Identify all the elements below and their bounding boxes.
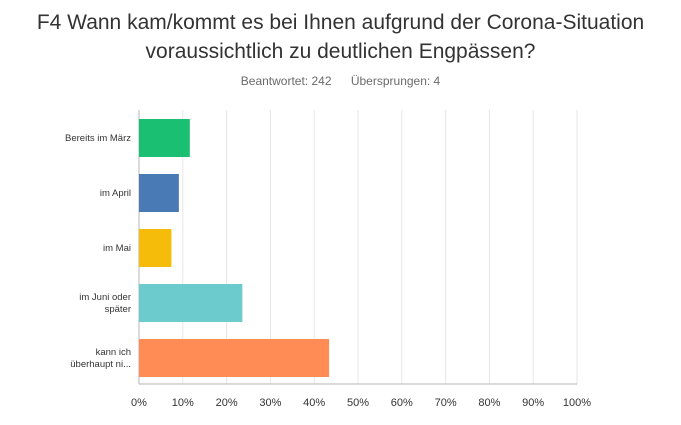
chart-title-line-2: voraussichtlich zu deutlichen Engpässen?: [145, 40, 536, 63]
x-tick-label: 80%: [478, 397, 500, 409]
x-tick-label: 20%: [216, 397, 238, 409]
bar: [139, 229, 172, 267]
x-tick-label: 100%: [563, 397, 591, 409]
category-label: im Juni oder: [79, 292, 131, 303]
category-label: kann ich: [96, 347, 131, 358]
skipped-count: Übersprungen: 4: [350, 74, 441, 88]
x-tick-label: 70%: [435, 397, 457, 409]
x-tick-label: 40%: [303, 397, 325, 409]
category-label: überhaupt ni...: [70, 359, 131, 370]
bar: [139, 339, 330, 377]
chart-title: F4 Wann kam/kommt es bei Ihnen aufgrund …: [0, 8, 681, 66]
category-label: Bereits im März: [65, 133, 131, 144]
category-label: später: [105, 304, 131, 315]
x-tick-label: 60%: [391, 397, 413, 409]
chart-title-line-1: F4 Wann kam/kommt es bei Ihnen aufgrund …: [36, 11, 645, 34]
answered-count: Beantwortet: 242: [240, 74, 332, 88]
x-tick-label: 30%: [259, 397, 281, 409]
x-tick-label: 90%: [522, 397, 544, 409]
x-tick-label: 0%: [131, 397, 147, 409]
bar: [139, 284, 243, 322]
category-label: im April: [100, 188, 131, 199]
bar: [139, 119, 190, 157]
bar: [139, 174, 179, 212]
x-tick-label: 10%: [172, 397, 194, 409]
response-stats: Beantwortet: 242 Übersprungen: 4: [0, 74, 681, 88]
category-label: im Mai: [103, 243, 131, 254]
x-tick-label: 50%: [347, 397, 369, 409]
